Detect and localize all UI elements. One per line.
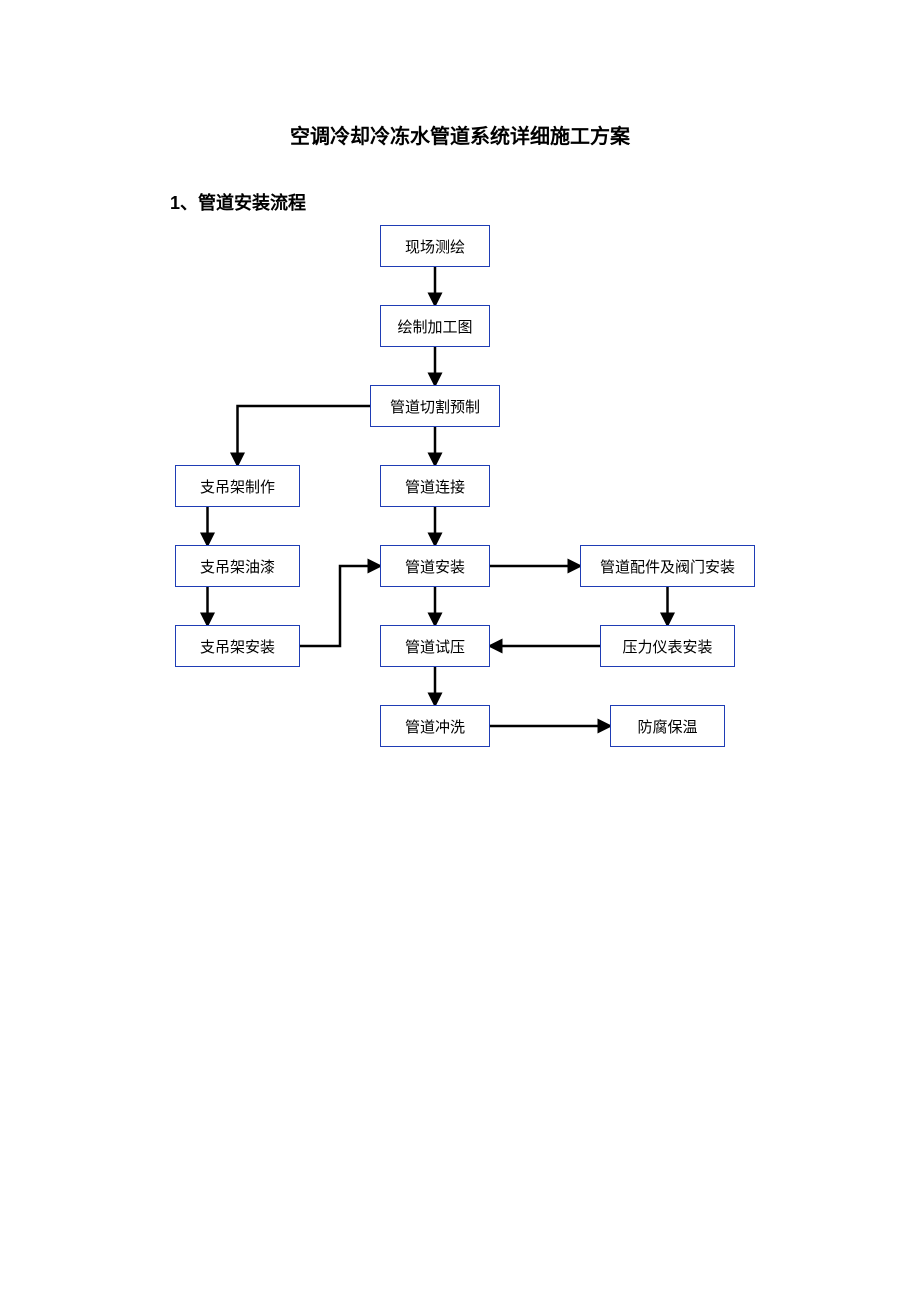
flowchart-node: 绘制加工图 — [380, 305, 490, 347]
flowchart-node: 管道切割预制 — [370, 385, 500, 427]
document-title: 空调冷却冷冻水管道系统详细施工方案 — [80, 120, 840, 149]
flowchart-node: 支吊架油漆 — [175, 545, 300, 587]
flowchart-node: 压力仪表安装 — [600, 625, 735, 667]
flowchart-node: 管道试压 — [380, 625, 490, 667]
flowchart-node: 管道配件及阀门安装 — [580, 545, 755, 587]
section-heading: 1、管道安装流程 — [170, 189, 840, 215]
flowchart-node: 现场测绘 — [380, 225, 490, 267]
flowchart-node: 管道连接 — [380, 465, 490, 507]
flowchart-node: 支吊架安装 — [175, 625, 300, 667]
flowchart-node: 管道安装 — [380, 545, 490, 587]
page: 空调冷却冷冻水管道系统详细施工方案 1、管道安装流程 现场测绘绘制加工图管道切割… — [0, 0, 920, 830]
flowchart-node: 防腐保温 — [610, 705, 725, 747]
flowchart-node: 支吊架制作 — [175, 465, 300, 507]
flowchart-canvas: 现场测绘绘制加工图管道切割预制管道连接管道安装管道试压管道冲洗 支吊架制作支吊架油… — [80, 225, 840, 790]
flowchart-node: 管道冲洗 — [380, 705, 490, 747]
